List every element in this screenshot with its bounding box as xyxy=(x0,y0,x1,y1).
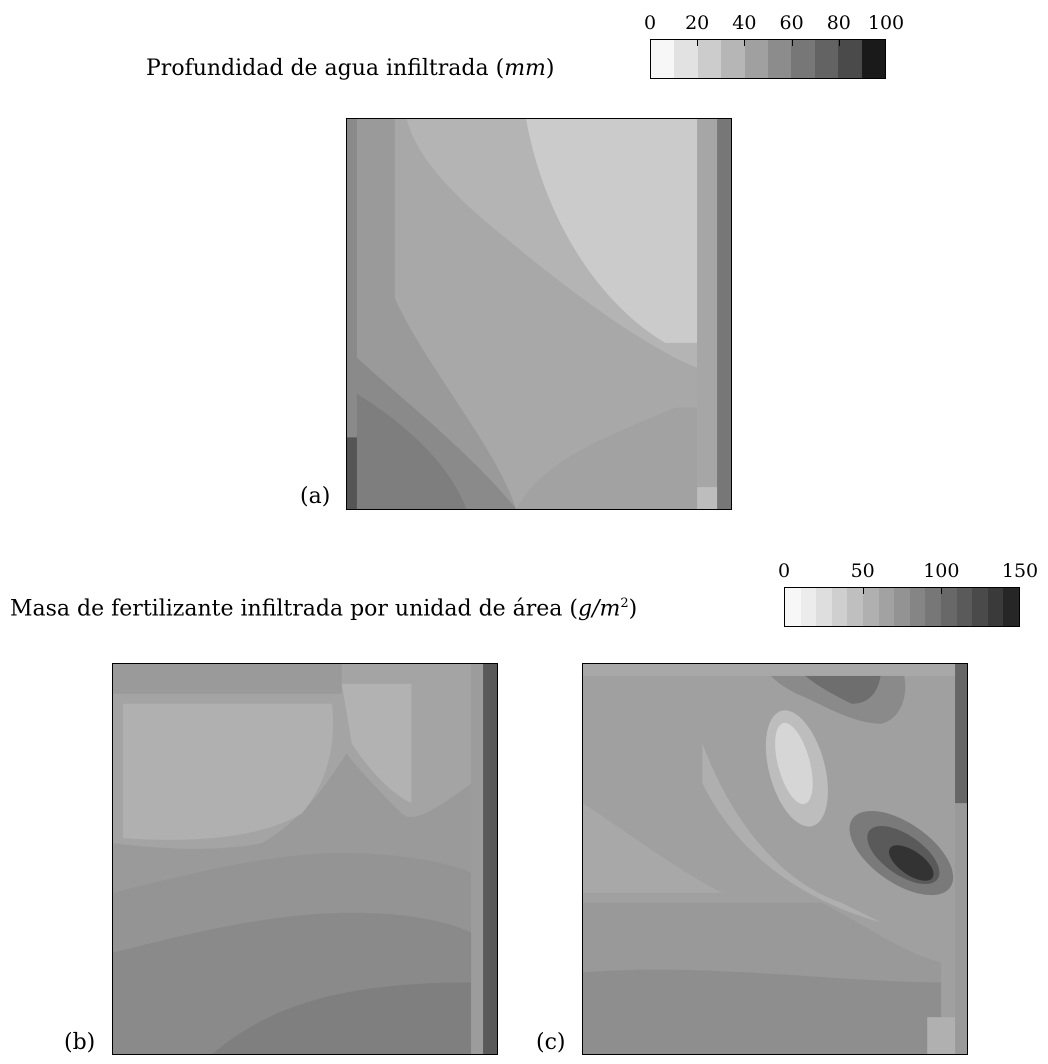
colorbar-level-8 xyxy=(838,40,862,78)
colorbar-level-1 xyxy=(674,40,698,78)
colorbar-tick-mark xyxy=(862,587,864,594)
colorbar-level-2 xyxy=(697,40,722,78)
colorbar-tick-label: 150 xyxy=(1001,560,1039,582)
colorbar-level-3 xyxy=(721,40,745,78)
chart-bc-title-prefix: Masa de fertilizante infiltrada por unid… xyxy=(10,596,579,622)
colorbar-level-8 xyxy=(909,588,926,626)
colorbar-water-depth xyxy=(650,39,886,79)
chart-bc-title-unit: g/m xyxy=(578,596,621,622)
chart-bc-title: Masa de fertilizante infiltrada por unid… xyxy=(10,596,637,621)
colorbar-tick-label: 100 xyxy=(923,560,960,582)
colorbar-tick-mark xyxy=(697,39,699,46)
colorbar-tick-mark xyxy=(941,587,943,594)
heatmap-panel-c xyxy=(582,663,968,1055)
colorbar-level-10 xyxy=(940,588,957,626)
heatmap-a-graphic xyxy=(347,119,731,509)
chart-a-title: Profundidad de agua infiltrada (mm) xyxy=(146,56,555,81)
colorbar-level-3 xyxy=(831,588,848,626)
chart-a-title-unit: mm xyxy=(504,56,546,81)
chart-bc-title-sup: 2 xyxy=(620,596,629,611)
colorbar-tick-label: 0 xyxy=(643,12,657,34)
colorbar-tick-label: 20 xyxy=(685,12,710,34)
colorbar-level-12 xyxy=(972,588,988,626)
colorbar-tick-label: 0 xyxy=(777,560,791,582)
colorbar-level-9 xyxy=(925,588,941,626)
colorbar-level-6 xyxy=(878,588,895,626)
colorbar-level-5 xyxy=(768,40,792,78)
panel-label-b: (b) xyxy=(64,1030,96,1055)
panel-label-c: (c) xyxy=(536,1030,566,1055)
chart-bc-title-suffix: ) xyxy=(628,596,638,622)
colorbar-fertilizer-mass xyxy=(784,587,1020,627)
colorbar-level-1 xyxy=(800,588,817,626)
colorbar-level-0 xyxy=(651,40,675,78)
colorbar-level-7 xyxy=(814,40,839,78)
colorbar-level-2 xyxy=(816,588,832,626)
colorbar-level-5 xyxy=(862,588,879,626)
chart-a-title-suffix: ) xyxy=(545,56,555,81)
colorbar-tick-mark xyxy=(744,39,746,46)
colorbar-tick-label: 60 xyxy=(779,12,804,34)
colorbar-level-9 xyxy=(861,40,886,78)
colorbar-level-4 xyxy=(847,588,863,626)
colorbar-level-7 xyxy=(894,588,910,626)
heatmap-b-graphic xyxy=(113,664,497,1054)
colorbar-tick-label: 40 xyxy=(732,12,757,34)
colorbar-level-14 xyxy=(1003,588,1019,626)
colorbar-tick-mark xyxy=(838,39,840,46)
colorbar-level-13 xyxy=(987,588,1004,626)
panel-label-a: (a) xyxy=(300,484,331,509)
heatmap-panel-a xyxy=(346,118,732,510)
colorbar-tick-label: 50 xyxy=(850,560,875,582)
colorbar-tick-mark xyxy=(791,39,793,46)
colorbar-tick-label: 80 xyxy=(826,12,851,34)
colorbar-level-4 xyxy=(744,40,769,78)
heatmap-c-graphic xyxy=(583,664,967,1054)
colorbar-level-11 xyxy=(956,588,973,626)
chart-a-title-prefix: Profundidad de agua infiltrada ( xyxy=(146,56,505,81)
colorbar-level-6 xyxy=(791,40,815,78)
heatmap-panel-b xyxy=(112,663,498,1055)
colorbar-tick-label: 100 xyxy=(867,12,905,34)
colorbar-level-0 xyxy=(785,588,801,626)
